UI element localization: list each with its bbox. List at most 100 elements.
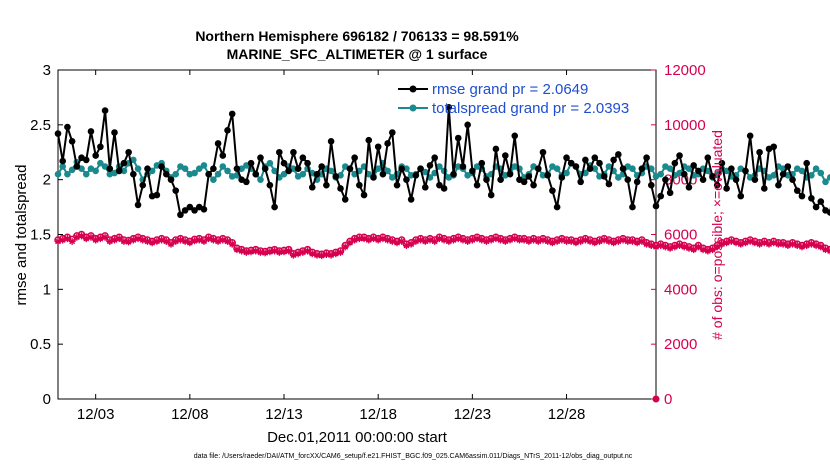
rmse-point [205, 170, 212, 178]
rmse-point [779, 170, 787, 178]
rmse-point [252, 170, 260, 178]
rmse-point [492, 145, 500, 153]
obs-evaluated-point [167, 240, 175, 248]
y2-tick-label: 0 [664, 391, 672, 408]
rmse-point [177, 211, 184, 219]
rmse-point [709, 173, 716, 180]
obs-evaluated-point [242, 248, 250, 256]
rmse-point [257, 154, 264, 162]
obs-evaluated-point [431, 237, 439, 245]
rmse-point [619, 165, 627, 172]
obs-evaluated-point [511, 235, 519, 243]
rmse-point [285, 167, 293, 175]
obs-evaluated-point [256, 248, 264, 256]
obs-evaluated-point [205, 235, 213, 243]
rmse-point [793, 187, 801, 194]
rmse-point [92, 152, 99, 159]
totalspread-point [64, 170, 71, 178]
rmse-point [553, 203, 561, 211]
rmse-point [431, 154, 438, 162]
rmse-point [638, 165, 646, 172]
totalspread-point [224, 167, 231, 175]
obs-evaluated-point [233, 246, 241, 254]
rmse-point [379, 170, 387, 178]
rmse-point [351, 154, 358, 162]
totalspread-point [59, 163, 67, 170]
obs-evaluated-point [746, 237, 754, 245]
rmse-point [610, 156, 617, 164]
obs-evaluated-point [741, 239, 749, 247]
obs-evaluated-point [440, 236, 448, 244]
obs-evaluated-point [751, 239, 759, 247]
rmse-point [158, 163, 165, 170]
rmse-point [652, 202, 660, 210]
rmse-point [487, 191, 495, 199]
obs-evaluated-point [238, 247, 246, 255]
rmse-point [600, 173, 608, 180]
obs-evaluated-point [812, 241, 820, 249]
totalspread-point [685, 165, 693, 172]
totalspread-point [271, 167, 278, 175]
rmse-point [308, 184, 316, 191]
obs-evaluated-point [111, 236, 119, 244]
obs-evaluated-point [638, 237, 646, 245]
obs-evaluated-point [294, 250, 302, 258]
obs-evaluated-point [120, 237, 128, 245]
rmse-point [153, 191, 161, 199]
y-tick-label: 1.5 [30, 227, 51, 244]
totalspread-point [172, 170, 180, 178]
obs-evaluated-point [793, 241, 801, 249]
obs-evaluated-point [78, 232, 86, 240]
totalspread-point [299, 170, 307, 178]
totalspread-point [817, 169, 825, 177]
obs-evaluated-point [261, 249, 269, 257]
totalspread-point [120, 167, 128, 175]
obs-evaluated-point [553, 237, 561, 245]
rmse-point [751, 176, 759, 183]
rmse-point [464, 121, 471, 129]
obs-evaluated-point [346, 239, 354, 247]
totalspread-point [808, 171, 815, 179]
obs-evaluated-point [699, 246, 707, 254]
obs-evaluated-point [87, 233, 95, 241]
rmse-point [374, 143, 382, 151]
rmse-point [407, 196, 415, 203]
obs-evaluated-point [68, 237, 76, 245]
y2-tick-label: 10000 [664, 117, 706, 134]
obs-evaluated-point [614, 237, 622, 245]
obs-evaluated-point [106, 237, 114, 245]
obs-evaluated-point [525, 237, 533, 245]
obs-evaluated-point [247, 248, 255, 256]
rmse-point [473, 181, 481, 189]
totalspread-point [82, 170, 90, 178]
rmse-point [261, 165, 269, 172]
totalspread-point [666, 165, 674, 172]
obs-evaluated-point [713, 243, 721, 251]
obs-evaluated-point [737, 240, 745, 248]
rmse-point [808, 195, 815, 202]
obs-evaluated-point [209, 236, 217, 244]
obs-evaluated-point [421, 237, 429, 245]
rmse-point [271, 203, 278, 211]
obs-evaluated-point [680, 243, 688, 251]
data-file-footnote: data file: /Users/raeder/DAI/ATM_forcXX/… [194, 453, 633, 460]
totalspread-point [374, 165, 382, 172]
obs-evaluated-point [671, 243, 679, 251]
rmse-point [647, 181, 655, 189]
rmse-point [506, 170, 514, 178]
obs-evaluated-point [770, 239, 778, 247]
rmse-point [243, 178, 250, 186]
totalspread-point [266, 159, 274, 167]
rmse-point [191, 207, 198, 214]
obs-evaluated-point [73, 233, 81, 241]
rmse-point [111, 129, 118, 136]
rmse-point [525, 173, 533, 180]
rmse-point [784, 163, 792, 170]
obs-evaluated-point [158, 236, 166, 244]
obs-evaluated-point [412, 237, 420, 245]
chart-title: Northern Hemisphere 696182 / 706133 = 98… [195, 28, 519, 44]
rmse-point [596, 159, 603, 167]
obs-evaluated-point [426, 236, 434, 244]
rmse-point [162, 170, 170, 178]
obs-evaluated-point [54, 237, 62, 245]
